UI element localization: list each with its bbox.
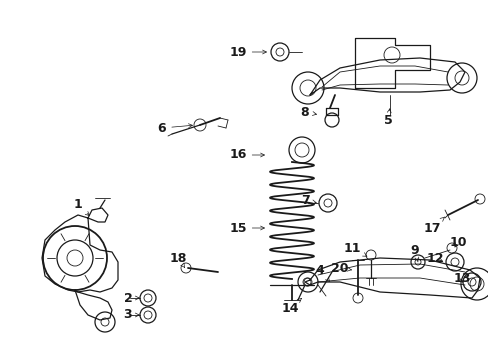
Text: 9: 9 bbox=[410, 243, 418, 262]
Text: 5: 5 bbox=[383, 109, 391, 126]
Text: 3: 3 bbox=[123, 309, 139, 321]
Text: 6: 6 bbox=[157, 122, 192, 135]
Text: 8: 8 bbox=[300, 105, 316, 118]
Text: 19: 19 bbox=[229, 45, 266, 58]
Text: 4: 4 bbox=[315, 264, 329, 282]
Text: 18: 18 bbox=[169, 252, 186, 267]
Text: 13: 13 bbox=[452, 271, 470, 284]
Text: 12: 12 bbox=[426, 252, 443, 265]
Text: 2: 2 bbox=[123, 292, 139, 305]
Text: 14: 14 bbox=[281, 298, 301, 315]
Text: 16: 16 bbox=[229, 148, 264, 162]
Text: 7: 7 bbox=[300, 194, 316, 207]
Text: 15: 15 bbox=[229, 221, 264, 234]
Text: 1: 1 bbox=[74, 198, 89, 216]
Text: 11: 11 bbox=[343, 242, 366, 256]
Text: 10: 10 bbox=[448, 235, 466, 248]
Text: 17: 17 bbox=[423, 217, 444, 234]
Text: 20: 20 bbox=[330, 261, 351, 274]
